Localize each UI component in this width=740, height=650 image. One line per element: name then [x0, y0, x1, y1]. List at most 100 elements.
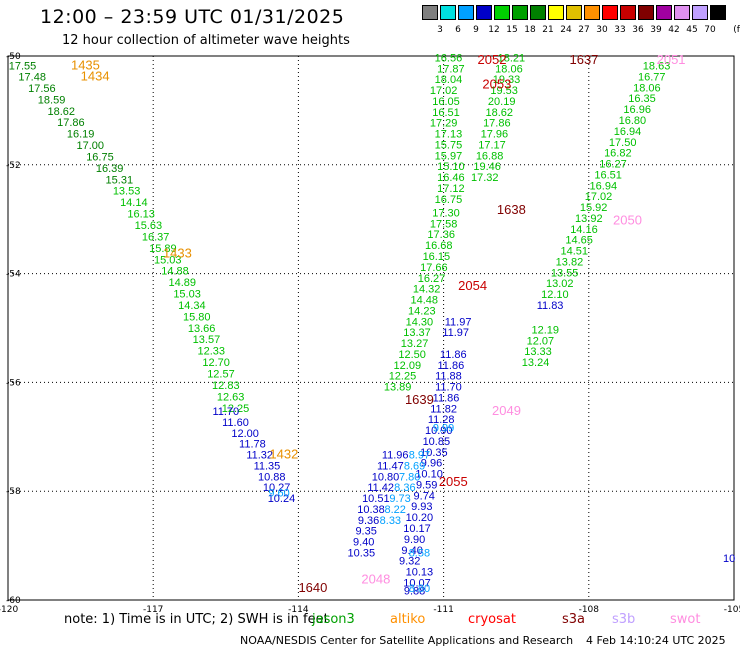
- wave-height-value: 13.27: [401, 338, 429, 350]
- wave-height-value: 9.35: [355, 526, 376, 538]
- wave-height-value: 17.29: [430, 118, 458, 130]
- color-scale-swatch: [602, 5, 618, 20]
- wave-height-value: 19.33: [493, 74, 521, 86]
- wave-height-value: 15.10: [437, 161, 465, 173]
- color-scale-swatch: [566, 5, 582, 20]
- wave-height-value: 11.83: [537, 300, 564, 312]
- color-scale-swatch: [548, 5, 564, 20]
- x-tick-label: -108: [579, 605, 600, 615]
- wave-height-value: 17.02: [585, 191, 613, 203]
- wave-height-value: 17.58: [430, 218, 458, 230]
- color-scale-swatch: [458, 5, 474, 20]
- wave-height-value: 17.87: [437, 63, 465, 75]
- wave-height-value: 10.17: [403, 523, 431, 535]
- wave-height-value: 16.27: [599, 159, 627, 171]
- wave-height-value: 18.59: [38, 94, 66, 106]
- color-scale-swatch: [494, 5, 510, 20]
- legend-swot: swot: [670, 612, 701, 627]
- wave-height-value: 8.80: [409, 583, 430, 595]
- wave-height-value: 16.46: [437, 172, 465, 184]
- wave-height-value: 14.14: [120, 197, 148, 209]
- color-scale-swatch: [422, 5, 438, 20]
- wave-height-value: 16.80: [619, 115, 647, 127]
- x-tick-label: -105: [724, 605, 740, 615]
- wave-height-value: 17.48: [18, 71, 46, 83]
- wave-height-value: 11.42: [367, 482, 394, 494]
- legend-s3b: s3b: [612, 612, 636, 627]
- color-scale-label: 30: [596, 25, 608, 35]
- color-scale-swatch: [584, 5, 600, 20]
- wave-height-value: 11.32: [246, 450, 273, 462]
- wave-height-value: 17.36: [427, 229, 455, 241]
- color-scale-label: 18: [524, 25, 536, 35]
- wave-height-value: 12.57: [207, 369, 235, 381]
- wave-height-value: 13.53: [113, 186, 141, 198]
- wave-height-value: 13.57: [193, 334, 221, 346]
- color-scale-label: 24: [560, 25, 572, 35]
- wave-height-value: 16.94: [590, 180, 618, 192]
- wave-height-value: 9.40: [353, 537, 374, 549]
- wave-height-value: 16.05: [432, 96, 460, 108]
- page-title: 12:00 – 23:59 UTC 01/31/2025: [40, 6, 345, 28]
- wave-height-value: 15.80: [183, 311, 211, 323]
- wave-height-value: 10.24: [268, 493, 296, 505]
- wave-height-value: 16.37: [142, 231, 170, 243]
- wave-height-value: 17.13: [435, 129, 463, 141]
- wave-height-value: 15.92: [580, 202, 608, 214]
- wave-height-value: 8.22: [384, 504, 405, 516]
- wave-height-value: 12.50: [398, 349, 426, 361]
- wave-height-value: 15.63: [135, 220, 163, 232]
- wave-height-value: 18.04: [435, 74, 463, 86]
- y-tick-label: -52: [6, 161, 21, 171]
- color-scale-label: 3: [437, 25, 443, 35]
- legend-cryosat: cryosat: [468, 612, 516, 627]
- wave-height-value: 12.00: [231, 428, 259, 440]
- wave-height-value: 16.75: [435, 194, 463, 206]
- wave-height-value: 18.63: [643, 61, 671, 73]
- pass-label: 1432: [269, 447, 298, 462]
- wave-height-value: 18.62: [47, 106, 75, 118]
- wave-height-value: 20.19: [488, 96, 516, 108]
- wave-height-value: 12.09: [394, 360, 422, 372]
- wave-height-value: 16.51: [432, 107, 460, 119]
- wave-height-value: 16.82: [604, 148, 632, 160]
- color-scale-unit: (ft): [733, 25, 740, 35]
- wave-height-value: 9.74: [414, 490, 435, 502]
- color-scale-swatch: [476, 5, 492, 20]
- wave-height-value: 11.78: [239, 439, 266, 451]
- credit-text: NOAA/NESDIS Center for Satellite Applica…: [240, 634, 574, 647]
- wave-height-value: 13.37: [403, 327, 431, 339]
- wave-height-value: 12.63: [217, 391, 245, 403]
- color-scale-swatch: [512, 5, 528, 20]
- wave-height-value: 11.96: [382, 450, 409, 462]
- pass-label: 1637: [569, 52, 598, 67]
- wave-height-value: 17.12: [437, 183, 465, 195]
- wave-height-value: 17.55: [9, 61, 37, 73]
- wave-height-value: 12.83: [212, 380, 240, 392]
- wave-height-value: 11.86: [438, 360, 465, 372]
- wave-height-value: 9.73: [389, 493, 410, 505]
- color-scale-label: 33: [614, 25, 626, 35]
- wave-height-value: 17.17: [478, 139, 506, 151]
- wave-height-value: 9.90: [404, 534, 425, 546]
- wave-height-value: 9.36: [358, 515, 379, 527]
- wave-height-value: 18.06: [495, 63, 523, 75]
- color-scale-swatch: [692, 5, 708, 20]
- wave-height-value: 16.56: [435, 52, 463, 64]
- wave-height-value: 14.34: [178, 300, 206, 312]
- wave-height-value: 17.96: [481, 129, 509, 141]
- x-tick-label: -117: [143, 605, 163, 615]
- wave-height-value: 17.32: [471, 172, 499, 184]
- legend-s3a: s3a: [562, 612, 586, 627]
- wave-height-value: 8.33: [380, 515, 401, 527]
- wave-height-value: 15.03: [154, 254, 182, 266]
- wave-height-value: 17.66: [420, 262, 448, 274]
- wave-height-value: 10.35: [348, 547, 376, 559]
- color-scale-label: 6: [455, 25, 461, 35]
- pass-label: 1638: [497, 202, 526, 217]
- generated-timestamp: 4 Feb 14:10:24 UTC 2025: [586, 634, 726, 647]
- wave-height-value: 12.25: [222, 403, 250, 415]
- wave-height-value: 11.28: [428, 414, 455, 426]
- pass-label: 2055: [439, 474, 468, 489]
- pass-label: 1434: [81, 68, 110, 83]
